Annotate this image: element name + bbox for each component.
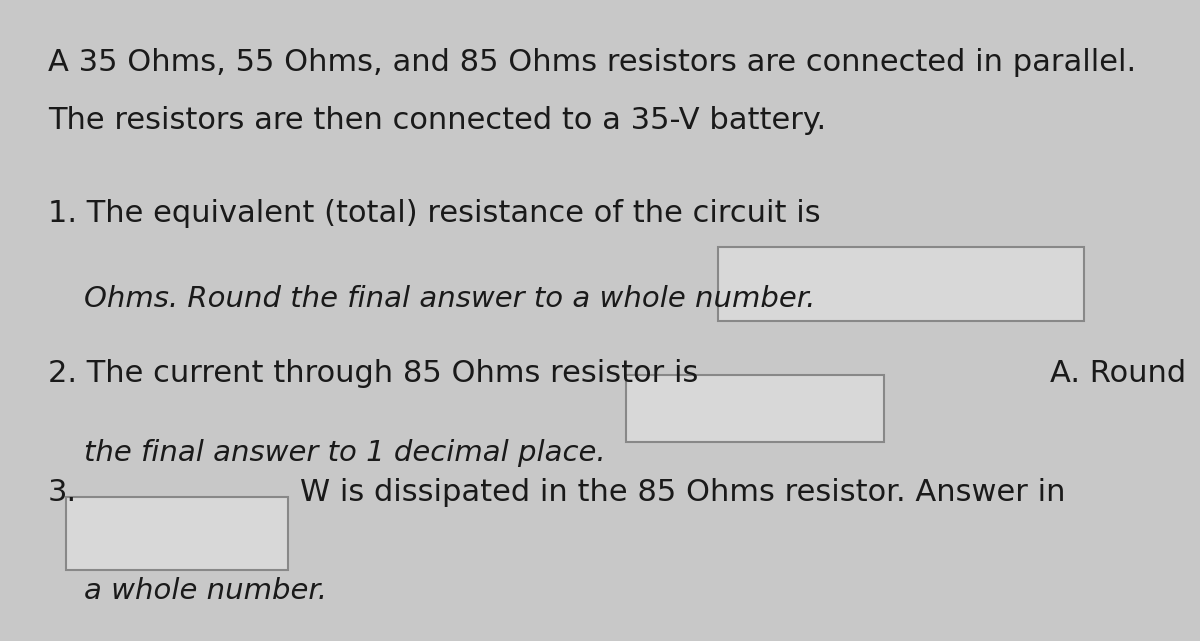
FancyBboxPatch shape: [66, 497, 288, 570]
Text: W is dissipated in the 85 Ohms resistor. Answer in: W is dissipated in the 85 Ohms resistor.…: [300, 478, 1066, 506]
Text: 1. The equivalent (total) resistance of the circuit is: 1. The equivalent (total) resistance of …: [48, 199, 821, 228]
Text: 3.: 3.: [48, 478, 77, 506]
FancyBboxPatch shape: [626, 375, 884, 442]
Text: Ohms. Round the final answer to a whole number.: Ohms. Round the final answer to a whole …: [84, 285, 815, 313]
Text: the final answer to 1 decimal place.: the final answer to 1 decimal place.: [84, 439, 606, 467]
Text: a whole number.: a whole number.: [84, 577, 326, 605]
Text: The resistors are then connected to a 35-V battery.: The resistors are then connected to a 35…: [48, 106, 826, 135]
Text: A 35 Ohms, 55 Ohms, and 85 Ohms resistors are connected in parallel.: A 35 Ohms, 55 Ohms, and 85 Ohms resistor…: [48, 48, 1136, 77]
FancyBboxPatch shape: [718, 247, 1084, 320]
Text: A. Round: A. Round: [1050, 359, 1186, 388]
Text: 2. The current through 85 Ohms resistor is: 2. The current through 85 Ohms resistor …: [48, 359, 698, 388]
